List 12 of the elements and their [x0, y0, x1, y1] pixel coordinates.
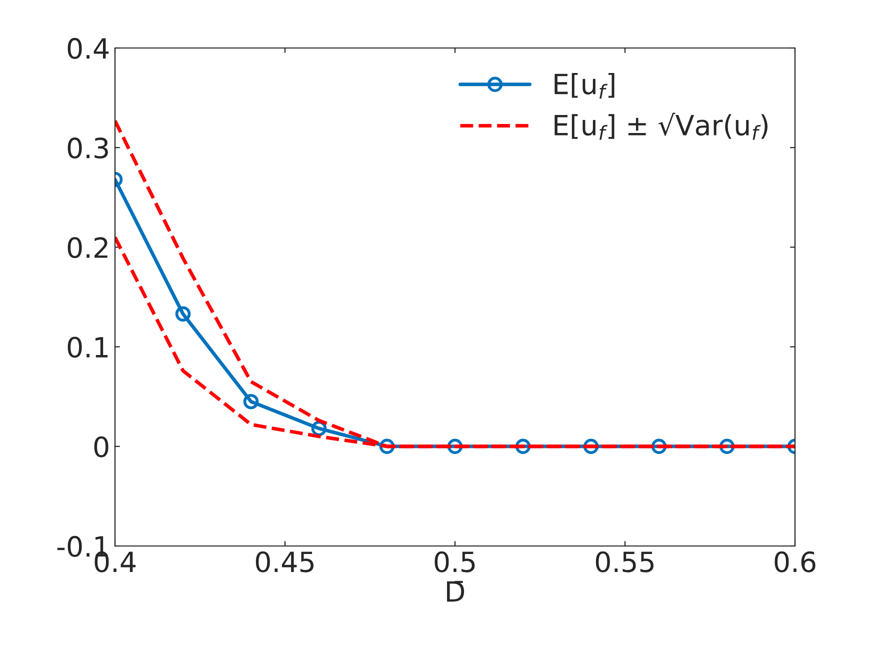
x-tick-label: 0.5: [434, 551, 475, 572]
y-tick-label: 0: [94, 436, 108, 458]
y-tick-label: 0.3: [68, 138, 108, 159]
x-tick-label: 0.55: [596, 551, 654, 572]
x-tick-label: 0.6: [774, 551, 816, 572]
x-tick-label: 0.45: [256, 551, 314, 572]
legend-label: E[u$_{f}$] ± √Var(u$_{f}$): [554, 112, 768, 140]
y-tick-label: 0.1: [68, 336, 108, 358]
legend-label: E[u$_{f}$]: [554, 72, 614, 99]
x-axis-title: D̄: [447, 580, 464, 602]
y-tick-label: 0.2: [68, 237, 108, 258]
y-tick-label: 0.4: [68, 38, 109, 59]
